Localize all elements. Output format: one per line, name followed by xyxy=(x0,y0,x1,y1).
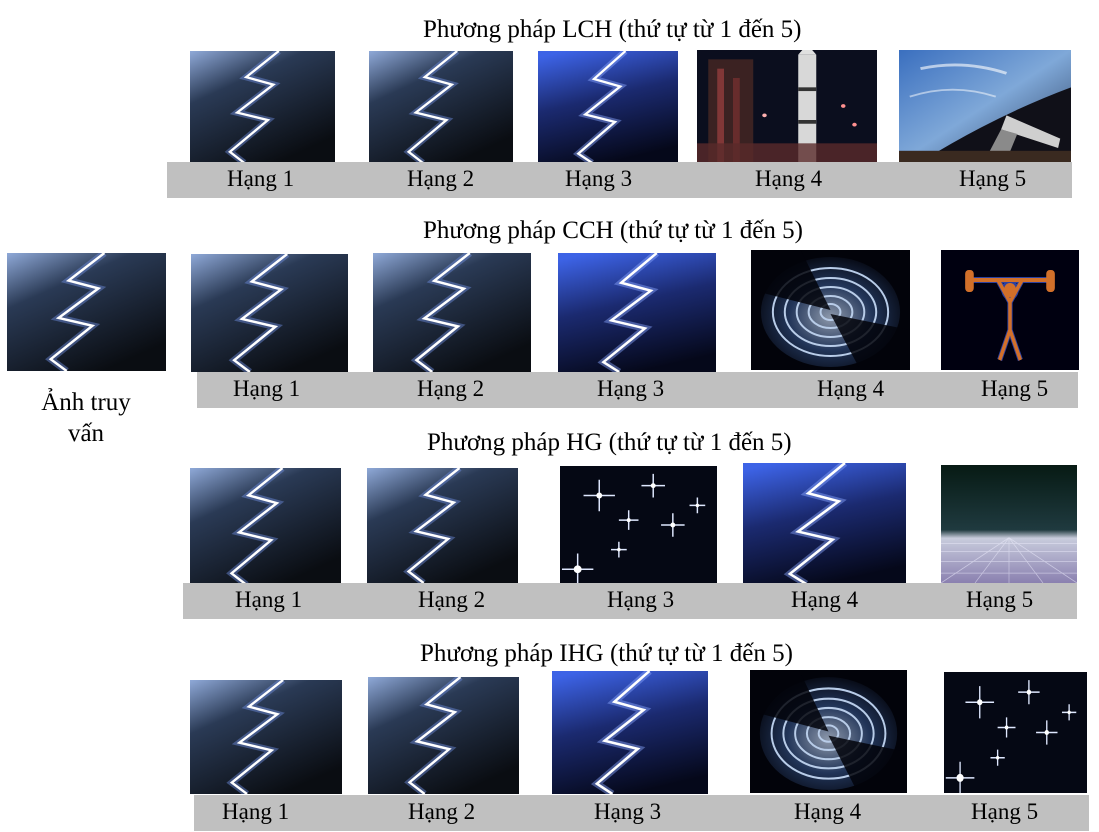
rank-label: Hạng 3 xyxy=(607,587,675,612)
lightning-icon xyxy=(367,468,518,583)
rank-label: Hạng 3 xyxy=(565,166,633,191)
rank-label: Hạng 5 xyxy=(966,587,1034,612)
query-lightning-icon xyxy=(7,253,166,371)
query-caption-line1: Ảnh truy xyxy=(41,389,131,416)
rank-label: Hạng 2 xyxy=(407,166,475,191)
grid-horizon-icon xyxy=(941,465,1077,583)
lightning-icon xyxy=(191,254,348,372)
lightning-blue-icon xyxy=(743,463,906,584)
rank-label: Hạng 5 xyxy=(959,166,1027,191)
rank-label: Hạng 1 xyxy=(227,166,295,191)
rank-label: Hạng 4 xyxy=(817,376,885,401)
lightning-blue-icon xyxy=(552,671,708,794)
cch-rank-bar: Hạng 1 Hạng 2 Hạng 3 Hạng 4 Hạng 5 xyxy=(197,372,1078,408)
hg-rank1-image xyxy=(190,468,341,585)
rank-label: Hạng 5 xyxy=(981,376,1049,401)
lch-rank3-image xyxy=(538,51,678,163)
rank-label: Hạng 3 xyxy=(597,376,665,401)
hg-rank5-image xyxy=(941,465,1077,583)
lightning-icon xyxy=(190,468,341,585)
lightning-icon xyxy=(190,51,335,163)
lch-rank4-image xyxy=(697,50,877,162)
query-caption: Ảnh truy vấn xyxy=(0,387,172,450)
lch-rank-bar: Hạng 1 Hạng 2 Hạng 3 Hạng 4 Hạng 5 xyxy=(167,162,1072,198)
lch-rank2-image xyxy=(369,51,513,163)
lightning-icon xyxy=(373,253,531,372)
cch-rank3-image xyxy=(558,253,716,372)
rank-label: Hạng 2 xyxy=(408,799,476,824)
section-title-lch: Phương pháp LCH (thứ tự từ 1 đến 5) xyxy=(423,16,802,43)
ihg-rank3-image xyxy=(552,671,708,794)
rank-label: Hạng 5 xyxy=(971,799,1039,824)
section-title-ihg: Phương pháp IHG (thứ tự từ 1 đến 5) xyxy=(420,640,793,667)
lightning-blue-icon xyxy=(538,51,678,163)
section-title-cch: Phương pháp CCH (thứ tự từ 1 đến 5) xyxy=(423,217,803,244)
ihg-rank5-image xyxy=(944,672,1087,793)
hg-rank2-image xyxy=(367,468,518,583)
query-image xyxy=(7,253,166,371)
section-title-hg: Phương pháp HG (thứ tự từ 1 đến 5) xyxy=(427,429,792,456)
spiral-icon xyxy=(751,250,910,370)
ihg-rank2-image xyxy=(368,677,519,794)
rank-label: Hạng 2 xyxy=(418,587,486,612)
cch-rank5-image xyxy=(941,250,1079,370)
weightlifter-icon xyxy=(941,250,1079,370)
lightning-icon xyxy=(190,680,342,794)
lightning-icon xyxy=(369,51,513,163)
cch-rank2-image xyxy=(373,253,531,372)
lightning-blue-icon xyxy=(558,253,716,372)
rank-label: Hạng 3 xyxy=(594,799,662,824)
rocket-icon xyxy=(697,50,877,162)
rank-label: Hạng 1 xyxy=(222,799,290,824)
sparkles-icon xyxy=(944,672,1087,793)
rank-label: Hạng 1 xyxy=(235,587,303,612)
rank-label: Hạng 1 xyxy=(233,376,301,401)
earth-shuttle-icon xyxy=(899,50,1071,162)
ihg-rank-bar: Hạng 1 Hạng 2 Hạng 3 Hạng 4 Hạng 5 xyxy=(194,795,1089,831)
cch-rank1-image xyxy=(191,254,348,372)
sparkles-icon xyxy=(560,466,717,584)
ihg-rank4-image xyxy=(750,670,907,793)
hg-rank3-image xyxy=(560,466,717,584)
lightning-icon xyxy=(368,677,519,794)
rank-label: Hạng 4 xyxy=(791,587,859,612)
lch-rank1-image xyxy=(190,51,335,163)
ihg-rank1-image xyxy=(190,680,342,794)
query-caption-line2: vấn xyxy=(67,420,105,448)
hg-rank4-image xyxy=(743,463,906,584)
hg-rank-bar: Hạng 1 Hạng 2 Hạng 3 Hạng 4 Hạng 5 xyxy=(183,583,1077,619)
lch-rank5-image xyxy=(899,50,1071,162)
rank-label: Hạng 4 xyxy=(794,799,862,824)
spiral-icon xyxy=(750,670,907,793)
cch-rank4-image xyxy=(751,250,910,370)
rank-label: Hạng 2 xyxy=(417,376,485,401)
rank-label: Hạng 4 xyxy=(755,166,823,191)
